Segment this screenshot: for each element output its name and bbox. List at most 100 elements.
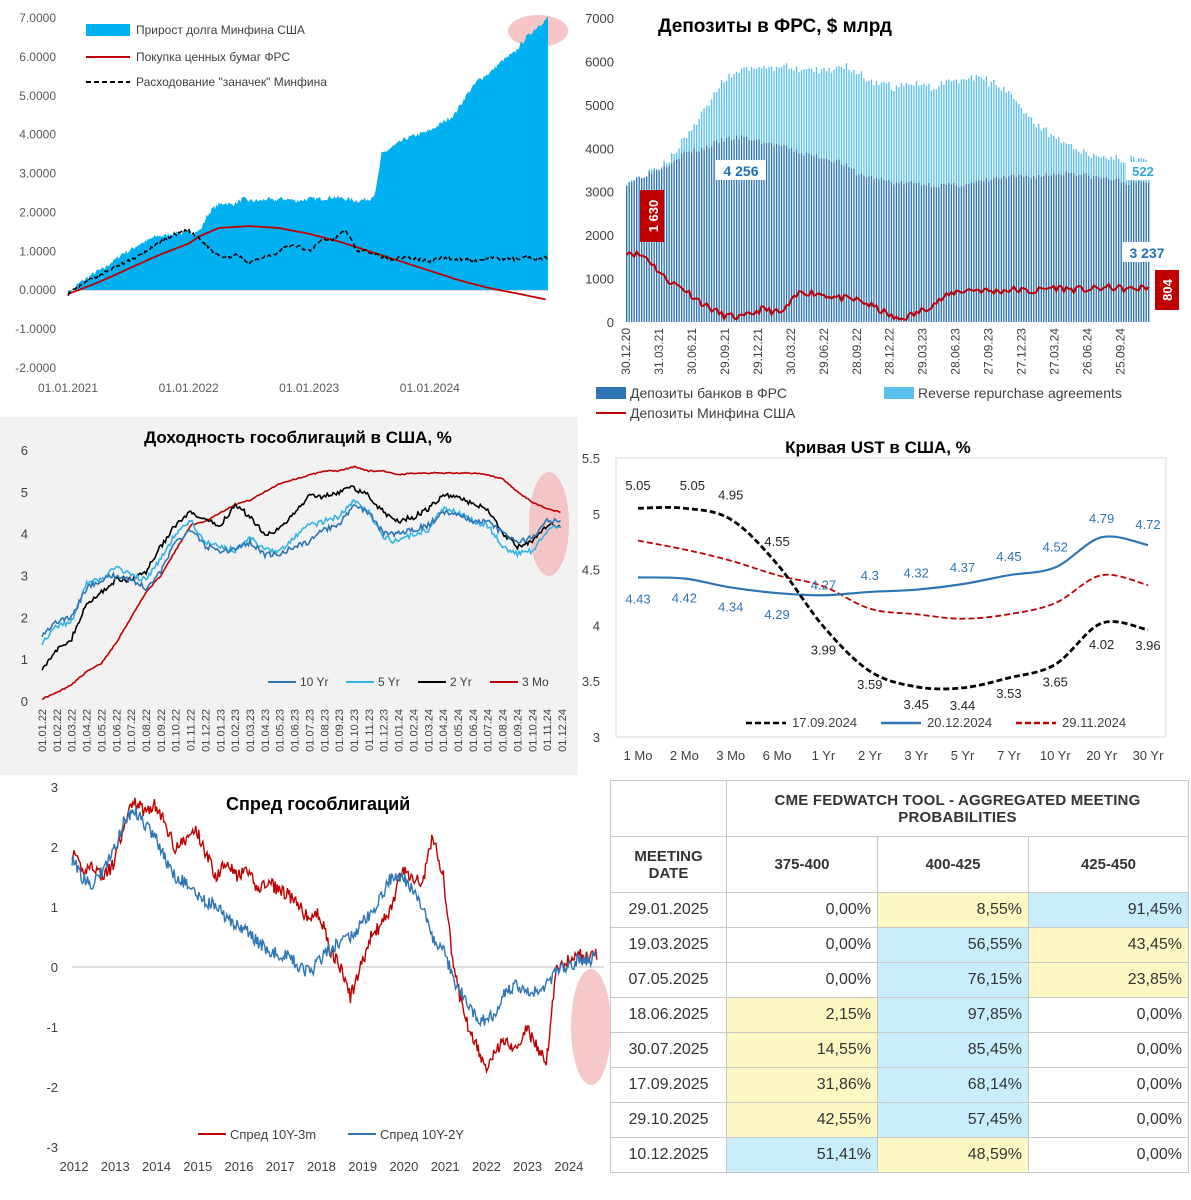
bar-bank-deposits [858, 174, 860, 322]
bar-bank-deposits [1060, 174, 1062, 322]
bar-bank-deposits [675, 159, 678, 322]
bar-reverse-repo [808, 68, 810, 154]
bar-reverse-repo [900, 82, 903, 182]
bar-reverse-repo [770, 66, 773, 143]
bar-bank-deposits [643, 177, 645, 322]
x-tick-label: 01.02.23 [230, 709, 242, 752]
bar-bank-deposits [755, 139, 758, 322]
bar-reverse-repo [888, 82, 890, 181]
bar-reverse-repo [743, 67, 745, 137]
bar-reverse-repo [1023, 113, 1025, 177]
data-label-20-12: 4.3 [861, 568, 879, 583]
bar-bank-deposits [753, 140, 755, 322]
bar-reverse-repo [748, 70, 750, 140]
x-tick-label: 5 Yr [951, 748, 975, 763]
bar-bank-deposits [1020, 174, 1022, 322]
bar-bank-deposits [1105, 176, 1107, 322]
probability-cell: 0,00% [1028, 1137, 1189, 1173]
callout-first-box [640, 190, 664, 242]
series-line-treasury-deposits [626, 249, 1150, 322]
bar-reverse-repo [960, 79, 963, 187]
bar-bank-deposits [783, 144, 785, 322]
probability-cell: 68,14% [877, 1067, 1029, 1103]
y-tick-label: 0 [51, 960, 58, 975]
bar-reverse-repo [998, 87, 1000, 179]
probability-cell: 43,45% [1028, 927, 1189, 963]
y-tick-label: 6000 [585, 54, 614, 69]
bar-bank-deposits [630, 181, 633, 322]
bar-bank-deposits [975, 181, 978, 322]
bar-reverse-repo [850, 72, 853, 169]
bar-reverse-repo [705, 105, 708, 146]
meeting-date-cell: 30.07.2025 [610, 1032, 727, 1068]
y-tick-label: -2 [46, 1080, 58, 1095]
bar-bank-deposits [1005, 177, 1008, 322]
bar-bank-deposits [888, 180, 890, 322]
bar-bank-deposits [848, 166, 850, 322]
bar-reverse-repo [1065, 143, 1067, 172]
x-tick-label: 30 Yr [1133, 748, 1165, 763]
x-tick-label: 2023 [513, 1159, 542, 1174]
x-tick-label: 01.07.24 [483, 709, 495, 752]
y-tick-label: 4 [21, 527, 28, 542]
data-label-17-09: 3.44 [950, 698, 975, 713]
callout-peak-box [716, 160, 766, 180]
probability-cell: 56,55% [877, 927, 1029, 963]
bar-reverse-repo [795, 66, 798, 150]
bar-bank-deposits [710, 146, 713, 322]
bar-reverse-repo [790, 68, 793, 148]
table-row: 17.09.2025 31,86% 68,14% 0,00% [610, 1067, 1189, 1103]
bar-reverse-repo [740, 68, 743, 136]
bar-bank-deposits [1053, 173, 1055, 322]
bar-bank-deposits [993, 177, 995, 322]
bar-bank-deposits [963, 185, 965, 322]
fed-deposits-chart: Депозиты в ФРС, $ млрд 7000 6000 5000 4000 30… [585, 11, 1179, 421]
x-tick-label: 01.02.24 [408, 709, 420, 752]
meeting-date-cell: 29.10.2025 [610, 1102, 727, 1138]
bar-reverse-repo [1010, 93, 1013, 175]
bar-reverse-repo [838, 66, 840, 160]
bar-bank-deposits [853, 168, 855, 322]
data-label-17-09: 4.95 [718, 487, 743, 502]
bar-reverse-repo [963, 78, 965, 186]
bar-bank-deposits [795, 149, 798, 322]
table-row: 07.05.2025 0,00% 76,15% 23,85% [610, 962, 1189, 998]
bar-bank-deposits [823, 158, 825, 322]
meeting-date-cell: 29.01.2025 [610, 892, 727, 928]
bar-reverse-repo [710, 99, 713, 147]
bar-reverse-repo [985, 76, 988, 179]
bar-reverse-repo [1043, 127, 1045, 176]
legend-swatch-banks [596, 387, 626, 399]
bar-bank-deposits [748, 139, 750, 322]
bar-reverse-repo [800, 70, 803, 153]
y-tick-label: 3.0000 [19, 167, 56, 181]
bar-reverse-repo [825, 71, 828, 159]
bar-reverse-repo [1108, 159, 1110, 179]
bar-reverse-repo [968, 78, 970, 184]
bar-reverse-repo [1050, 134, 1052, 175]
x-tick-label: 01.01.2023 [279, 381, 339, 395]
bar-bank-deposits [995, 177, 998, 322]
y-tick-label: 7.0000 [19, 11, 56, 25]
bar-reverse-repo [1095, 155, 1097, 176]
fedwatch-corner-cell [610, 780, 727, 837]
bar-reverse-repo [918, 85, 920, 183]
y-tick-label: 3 [593, 730, 600, 745]
bar-bank-deposits [1023, 176, 1025, 322]
probability-cell: 0,00% [1028, 997, 1189, 1033]
bar-reverse-repo [805, 69, 808, 153]
x-tick-label: 29.12.21 [751, 328, 765, 375]
bar-reverse-repo [860, 71, 863, 174]
bar-bank-deposits [835, 160, 838, 322]
bar-bank-deposits [1035, 178, 1037, 322]
bar-bank-deposits [913, 182, 915, 322]
bar-bank-deposits [1025, 175, 1027, 322]
bar-bank-deposits [885, 180, 888, 322]
bar-bank-deposits [980, 180, 983, 322]
yields-chart: Доходность гособлигаций в США, %65432100… [21, 428, 569, 752]
bar-bank-deposits [820, 158, 823, 322]
bar-bank-deposits [988, 181, 990, 322]
bar-bank-deposits [758, 139, 760, 322]
bar-bank-deposits [1068, 172, 1070, 322]
x-tick-label: 31.03.21 [652, 328, 666, 375]
